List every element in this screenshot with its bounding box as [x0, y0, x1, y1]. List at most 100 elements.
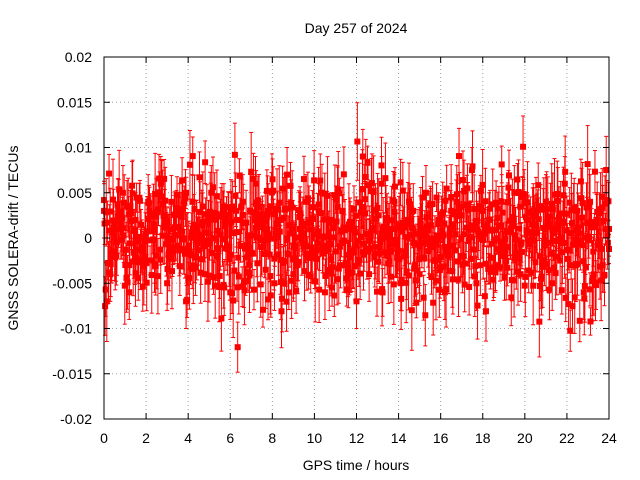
x-tick-label: 10 [307, 430, 323, 446]
data-point [341, 227, 348, 234]
data-point [343, 275, 350, 282]
data-point [137, 256, 144, 263]
data-point [192, 263, 199, 270]
x-tick-label: 14 [391, 430, 407, 446]
data-point [174, 191, 181, 198]
data-point [271, 235, 278, 242]
chart-title: Day 257 of 2024 [305, 20, 408, 36]
data-point [375, 212, 382, 219]
data-point [482, 198, 489, 205]
data-point [178, 228, 185, 235]
data-point [410, 207, 417, 214]
data-point [225, 211, 232, 218]
data-point [283, 205, 290, 212]
data-point [322, 233, 329, 240]
data-point [506, 172, 513, 179]
data-point [450, 242, 457, 249]
data-point [343, 286, 350, 293]
data-point [468, 255, 475, 262]
data-point [193, 224, 200, 231]
data-point [133, 246, 140, 253]
data-point [353, 298, 360, 305]
data-point [350, 248, 357, 255]
data-point [552, 238, 559, 245]
data-point [227, 289, 234, 296]
data-point [529, 221, 536, 228]
data-point [203, 229, 210, 236]
data-point [544, 219, 551, 226]
data-point [292, 243, 299, 250]
data-point [234, 344, 241, 351]
data-point [473, 217, 480, 224]
data-point [210, 274, 217, 281]
data-point [433, 194, 440, 201]
data-point [275, 251, 282, 258]
data-point [218, 212, 225, 219]
data-point [548, 200, 555, 207]
data-point [161, 223, 168, 230]
data-point [550, 264, 557, 271]
data-point [412, 277, 419, 284]
data-point [601, 271, 608, 278]
data-point [111, 248, 118, 255]
data-point [558, 234, 565, 241]
data-point [439, 209, 446, 216]
data-point [227, 251, 234, 258]
data-point [435, 216, 442, 223]
x-tick-label: 16 [433, 430, 449, 446]
data-point [229, 204, 236, 211]
data-point [510, 217, 517, 224]
data-point [297, 210, 304, 217]
data-point [289, 225, 296, 232]
data-point [500, 240, 507, 247]
data-point [388, 217, 395, 224]
data-point [340, 171, 347, 178]
data-point [407, 232, 414, 239]
data-point [482, 308, 489, 315]
data-point [169, 248, 176, 255]
data-point [261, 250, 268, 257]
data-point [465, 206, 472, 213]
y-axis-label: GNSS SOLERA-drift / TECUs [5, 146, 21, 331]
data-point [370, 188, 377, 195]
data-point [334, 276, 341, 283]
data-point [259, 306, 266, 313]
data-point [534, 229, 541, 236]
data-point [408, 307, 415, 314]
data-point [189, 198, 196, 205]
data-point [152, 190, 159, 197]
data-point [135, 274, 142, 281]
data-point [124, 279, 131, 286]
data-point [167, 255, 174, 262]
data-point [358, 234, 365, 241]
data-point [445, 246, 452, 253]
data-point [116, 186, 123, 193]
data-point [502, 247, 509, 254]
data-point [391, 198, 398, 205]
data-point [560, 192, 567, 199]
data-point [562, 294, 569, 301]
data-point [515, 188, 522, 195]
data-point [182, 195, 189, 202]
data-point [426, 239, 433, 246]
data-point [257, 211, 264, 218]
data-point [475, 232, 482, 239]
data-point [258, 244, 265, 251]
data-point [371, 254, 378, 261]
data-point [458, 212, 465, 219]
data-point [546, 286, 553, 293]
data-point [293, 287, 300, 294]
data-point [377, 235, 384, 242]
data-point [144, 228, 151, 235]
data-point [385, 253, 392, 260]
data-point [279, 295, 286, 302]
data-point [554, 197, 561, 204]
data-point [486, 216, 493, 223]
data-point [423, 223, 430, 230]
data-point [235, 273, 242, 280]
data-point [317, 177, 324, 184]
data-point [596, 210, 603, 217]
data-point [453, 209, 460, 216]
y-tick-label: -0.005 [52, 275, 92, 291]
